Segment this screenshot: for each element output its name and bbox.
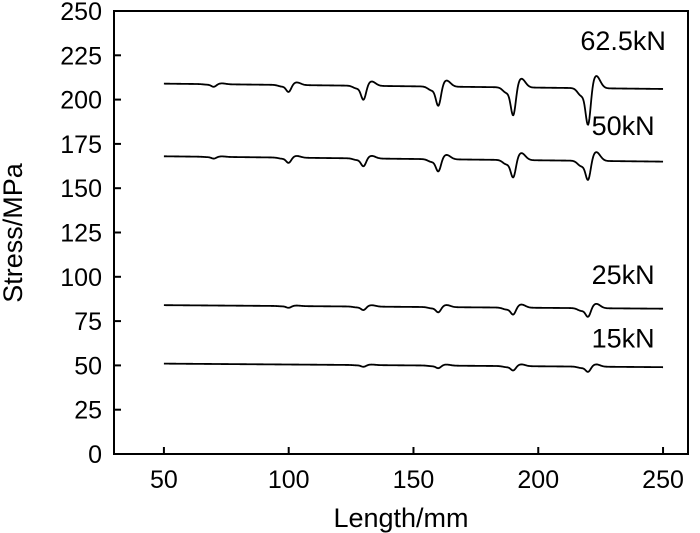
y-tick-label: 100 [60, 264, 102, 292]
y-tick-label: 50 [74, 352, 102, 380]
x-tick-label: 200 [517, 466, 559, 494]
y-tick-label: 150 [60, 175, 102, 203]
series-label: 50kN [592, 111, 655, 141]
x-tick-label: 100 [268, 466, 310, 494]
x-axis-label: Length/mm [333, 503, 468, 533]
y-tick-label: 250 [60, 0, 102, 26]
y-tick-label: 75 [74, 308, 102, 336]
series-line-3 [163, 302, 664, 318]
x-tick-label: 150 [393, 466, 435, 494]
y-tick-label: 25 [74, 397, 102, 425]
y-tick-label: 0 [88, 441, 102, 469]
series-line-2 [163, 151, 664, 181]
plot-frame [113, 10, 689, 455]
y-tick-label: 225 [60, 42, 102, 70]
x-tick-label: 250 [642, 466, 684, 494]
series-lines [163, 75, 664, 373]
series-line-4 [163, 362, 664, 373]
series-label: 25kN [592, 260, 655, 290]
y-tick-label: 200 [60, 87, 102, 115]
series-label: 62.5kN [580, 26, 666, 56]
y-axis-label: Stress/MPa [0, 162, 28, 303]
series-line-1 [163, 75, 664, 126]
series-labels: 62.5kN 50kN 25kN 15kN [580, 26, 666, 354]
axis-ticks: 50 100 150 200 250 0 25 50 75 100 125 150 175 200 225 2… [60, 0, 684, 494]
y-tick-label: 175 [60, 131, 102, 159]
series-label: 15kN [592, 324, 655, 354]
y-tick-label: 125 [60, 220, 102, 248]
x-tick-label: 50 [150, 466, 178, 494]
